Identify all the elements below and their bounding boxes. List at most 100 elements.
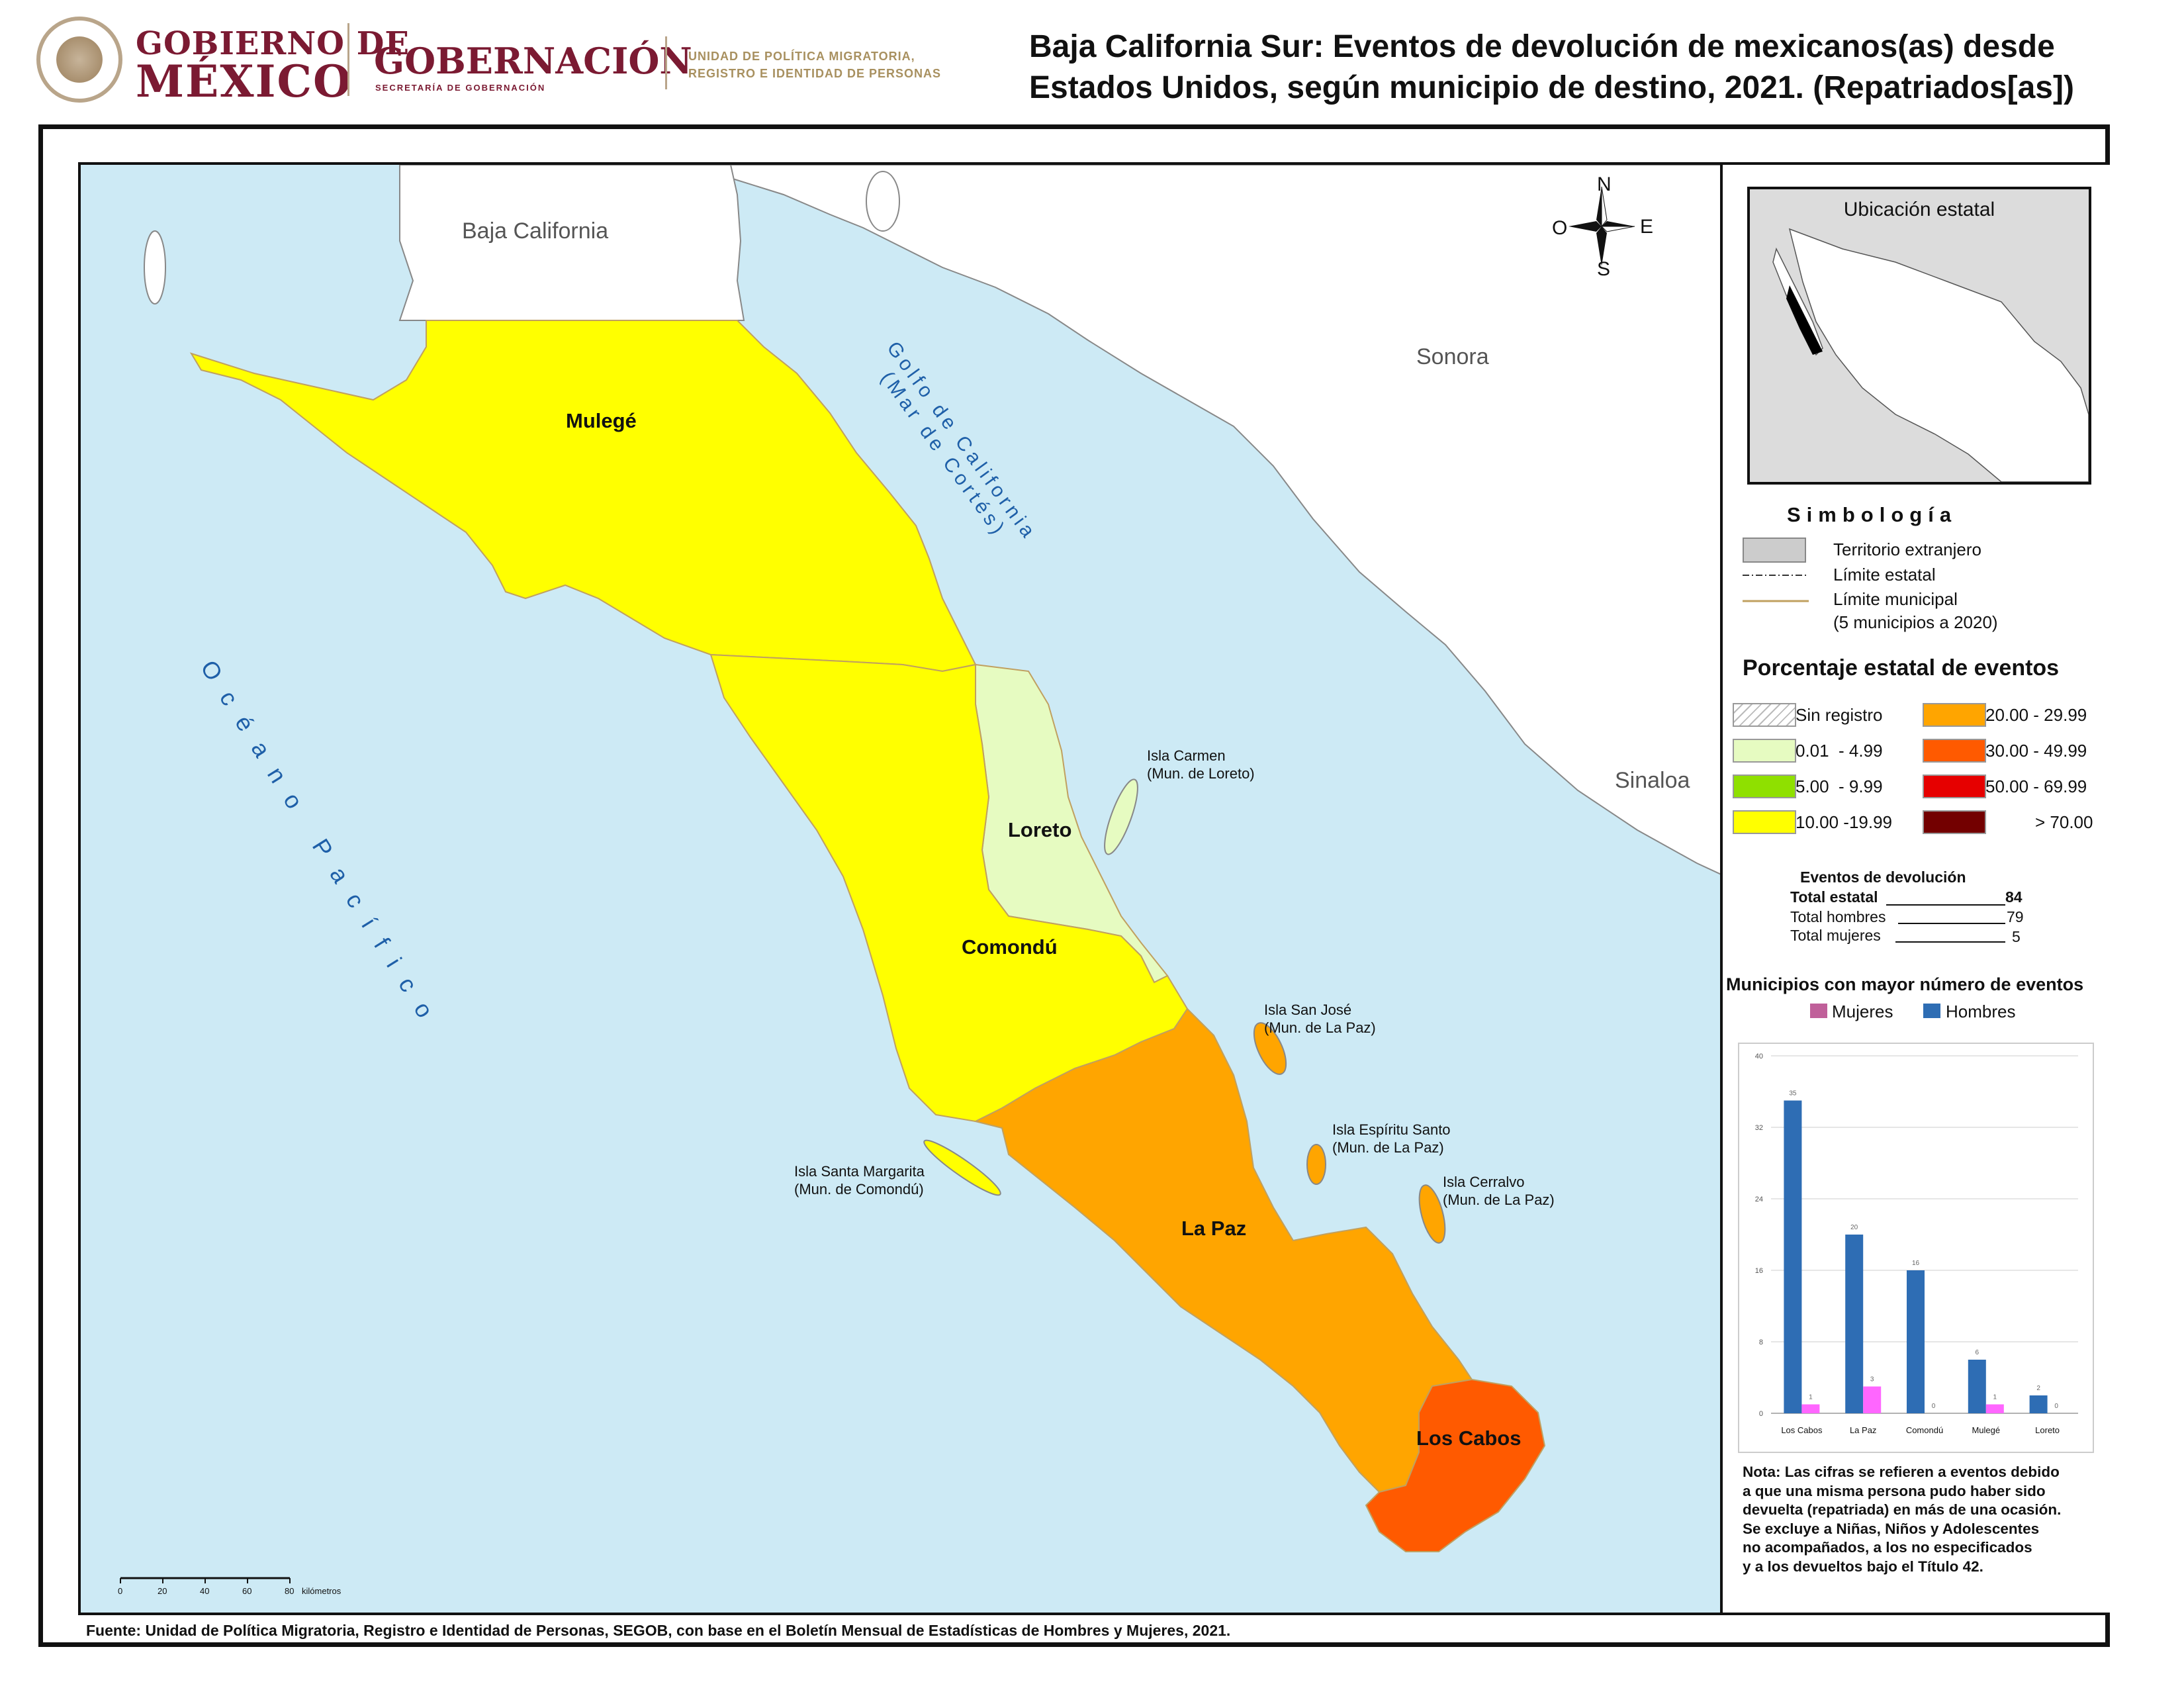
scale-tick-0: 0: [118, 1586, 123, 1596]
bar-hombres-3: [1968, 1360, 1986, 1413]
class-0-5: 0.01 - 4.99: [1796, 741, 1883, 761]
label-mulege: Mulegé: [566, 409, 637, 432]
data-label-mujeres-1: 3: [1870, 1376, 1874, 1383]
label-la-paz: La Paz: [1181, 1217, 1247, 1240]
x-tick-label-4: Loreto: [2035, 1425, 2060, 1435]
isla-san-jose-line2: (Mun. de La Paz): [1264, 1019, 1376, 1036]
legend-mujeres-label: Mujeres: [1832, 1002, 1893, 1021]
map-svg: [144, 165, 1720, 1552]
swatch-sin-registro: [1733, 703, 1796, 727]
swatch-50-70: [1923, 774, 1986, 798]
isla-san-jose-shape[interactable]: [1248, 1018, 1293, 1078]
label-sonora: Sonora: [1416, 344, 1489, 369]
isla-san-jose-line1: Isla San José: [1264, 1002, 1352, 1018]
inset-map-svg: [1772, 228, 2089, 482]
isla-santa-margarita-shape[interactable]: [920, 1135, 1005, 1201]
legend-hombres-label: Hombres: [1946, 1002, 2016, 1021]
y-tick-label-40: 40: [1755, 1053, 1763, 1060]
total-estatal-label: Total estatal: [1790, 888, 1878, 906]
x-tick-label-0: Los Cabos: [1781, 1425, 1823, 1435]
total-estatal-value: 84: [2005, 888, 2023, 906]
isla-cerralvo-line2: (Mun. de La Paz): [1443, 1192, 1555, 1208]
data-label-mujeres-2: 0: [1932, 1403, 1936, 1410]
label-comondu: Comondú: [962, 935, 1058, 959]
data-label-mujeres-4: 0: [2054, 1403, 2058, 1410]
scale-unit: kilómetros: [302, 1586, 341, 1596]
legend-mujeres-swatch: [1810, 1004, 1827, 1018]
page-title: Baja California Sur: Eventos de devoluci…: [1029, 26, 2074, 109]
swatch-0-5: [1733, 739, 1796, 763]
label-loreto: Loreto: [1008, 818, 1072, 841]
inset-title: Ubicación estatal: [1843, 199, 1995, 220]
limite-estatal-line: [1743, 575, 1809, 576]
nota-line-1: Nota: Las cifras se refieren a eventos d…: [1743, 1464, 2060, 1480]
municipio-la-paz-area[interactable]: [974, 1008, 1473, 1493]
swatch-20-30: [1923, 703, 1986, 727]
isla-espiritu-santo-shape[interactable]: [1306, 1144, 1326, 1185]
baja-california-region: [398, 165, 745, 321]
gobernacion-logo-text: GOBERNACIÓN: [374, 40, 692, 82]
data-label-mujeres-0: 1: [1809, 1394, 1813, 1401]
isla-santa-margarita-line1: Isla Santa Margarita: [794, 1163, 925, 1180]
y-tick-label-0: 0: [1759, 1410, 1763, 1418]
chart-title: Municipios con mayor número de eventos: [1726, 974, 2084, 994]
nota-line-4: Se excluye a Niñas, Niños y Adolescentes: [1743, 1520, 2040, 1537]
compass-s: S: [1597, 258, 1611, 280]
label-baja-california: Baja California: [462, 218, 609, 244]
legend-municipios-note: (5 municipios a 2020): [1833, 612, 1998, 632]
scale-tick-80: 80: [285, 1586, 295, 1596]
municipio-mulege-area[interactable]: [189, 320, 977, 673]
total-estatal-line: [1886, 904, 2005, 906]
total-hombres-label: Total hombres: [1790, 908, 1886, 925]
gobernacion-subtitle: SECRETARÍA DE GOBERNACIÓN: [375, 83, 546, 93]
municipio-los-cabos-area[interactable]: [1365, 1378, 1546, 1552]
total-hombres-line: [1898, 923, 2005, 924]
compass-e: E: [1640, 216, 1654, 238]
label-isla-cerralvo: Isla Cerralvo (Mun. de La Paz): [1443, 1173, 1555, 1209]
nota-line-5: no acompañados, a los no especificados: [1743, 1539, 2032, 1556]
bar-hombres-4: [2029, 1395, 2048, 1413]
y-tick-label-32: 32: [1755, 1124, 1763, 1132]
class-50-70: 50.00 - 69.99: [1985, 776, 2087, 796]
title-line2: Estados Unidos, según municipio de desti…: [1029, 70, 2074, 105]
isla-espiritu-santo-line1: Isla Espíritu Santo: [1332, 1121, 1451, 1138]
mexico-seal-logo: [36, 17, 122, 103]
isla-cerralvo-shape[interactable]: [1414, 1182, 1450, 1245]
legend-limite-municipal: Límite municipal: [1833, 589, 1958, 609]
main-map[interactable]: [78, 162, 1723, 1615]
label-isla-san-jose: Isla San José (Mun. de La Paz): [1264, 1001, 1376, 1037]
swatch-10-20: [1733, 810, 1796, 834]
bar-chart-frame: 0 8 16 24 32 40 35 1 Los Cabos 20 3 La Paz 16 0 Comond…: [1738, 1043, 2094, 1453]
swatch-5-10: [1733, 774, 1796, 798]
isla-carmen-shape[interactable]: [1098, 776, 1144, 857]
fuente-text: Fuente: Unidad de Política Migratoria, R…: [86, 1622, 1231, 1639]
limite-municipal-line: [1743, 600, 1809, 602]
scale-tick-20: 20: [158, 1586, 167, 1596]
eventos-title: Eventos de devolución: [1800, 868, 1966, 886]
gobierno-line1: GOBIERNO DE: [136, 25, 410, 62]
bar-hombres-0: [1784, 1100, 1802, 1413]
compass-icon: [1569, 186, 1635, 266]
data-label-hombres-1: 20: [1850, 1224, 1858, 1231]
isla-cedros-shape: [144, 230, 166, 305]
inset-map: Ubicación estatal: [1747, 187, 2091, 485]
mainland-sonora-sinaloa: [697, 165, 1720, 875]
x-tick-label-1: La Paz: [1850, 1425, 1876, 1435]
unidad-line1: UNIDAD DE POLÍTICA MIGRATORIA,: [688, 50, 915, 63]
title-line1: Baja California Sur: Eventos de devoluci…: [1029, 29, 2055, 64]
compass-n: N: [1597, 173, 1612, 195]
legend-hombres-swatch: [1923, 1004, 1940, 1018]
unidad-line2: REGISTRO E IDENTIDAD DE PERSONAS: [688, 67, 942, 80]
label-isla-carmen: Isla Carmen (Mun. de Loreto): [1147, 747, 1255, 782]
isla-espiritu-santo-line2: (Mun. de La Paz): [1332, 1139, 1444, 1156]
legend-territorio: Territorio extranjero: [1833, 539, 1981, 559]
class-10-20: 10.00 -19.99: [1796, 812, 1893, 832]
class-sin-registro: Sin registro: [1796, 705, 1883, 725]
municipio-comondu-area[interactable]: [709, 653, 1189, 1123]
isla-tiburon-shape: [866, 171, 900, 232]
x-tick-label-3: Mulegé: [1972, 1425, 2000, 1435]
unidad-text: UNIDAD DE POLÍTICA MIGRATORIA, REGISTRO …: [688, 48, 941, 82]
total-mujeres-value: 5: [2012, 928, 2021, 945]
bar-mujeres-1: [1863, 1386, 1882, 1413]
